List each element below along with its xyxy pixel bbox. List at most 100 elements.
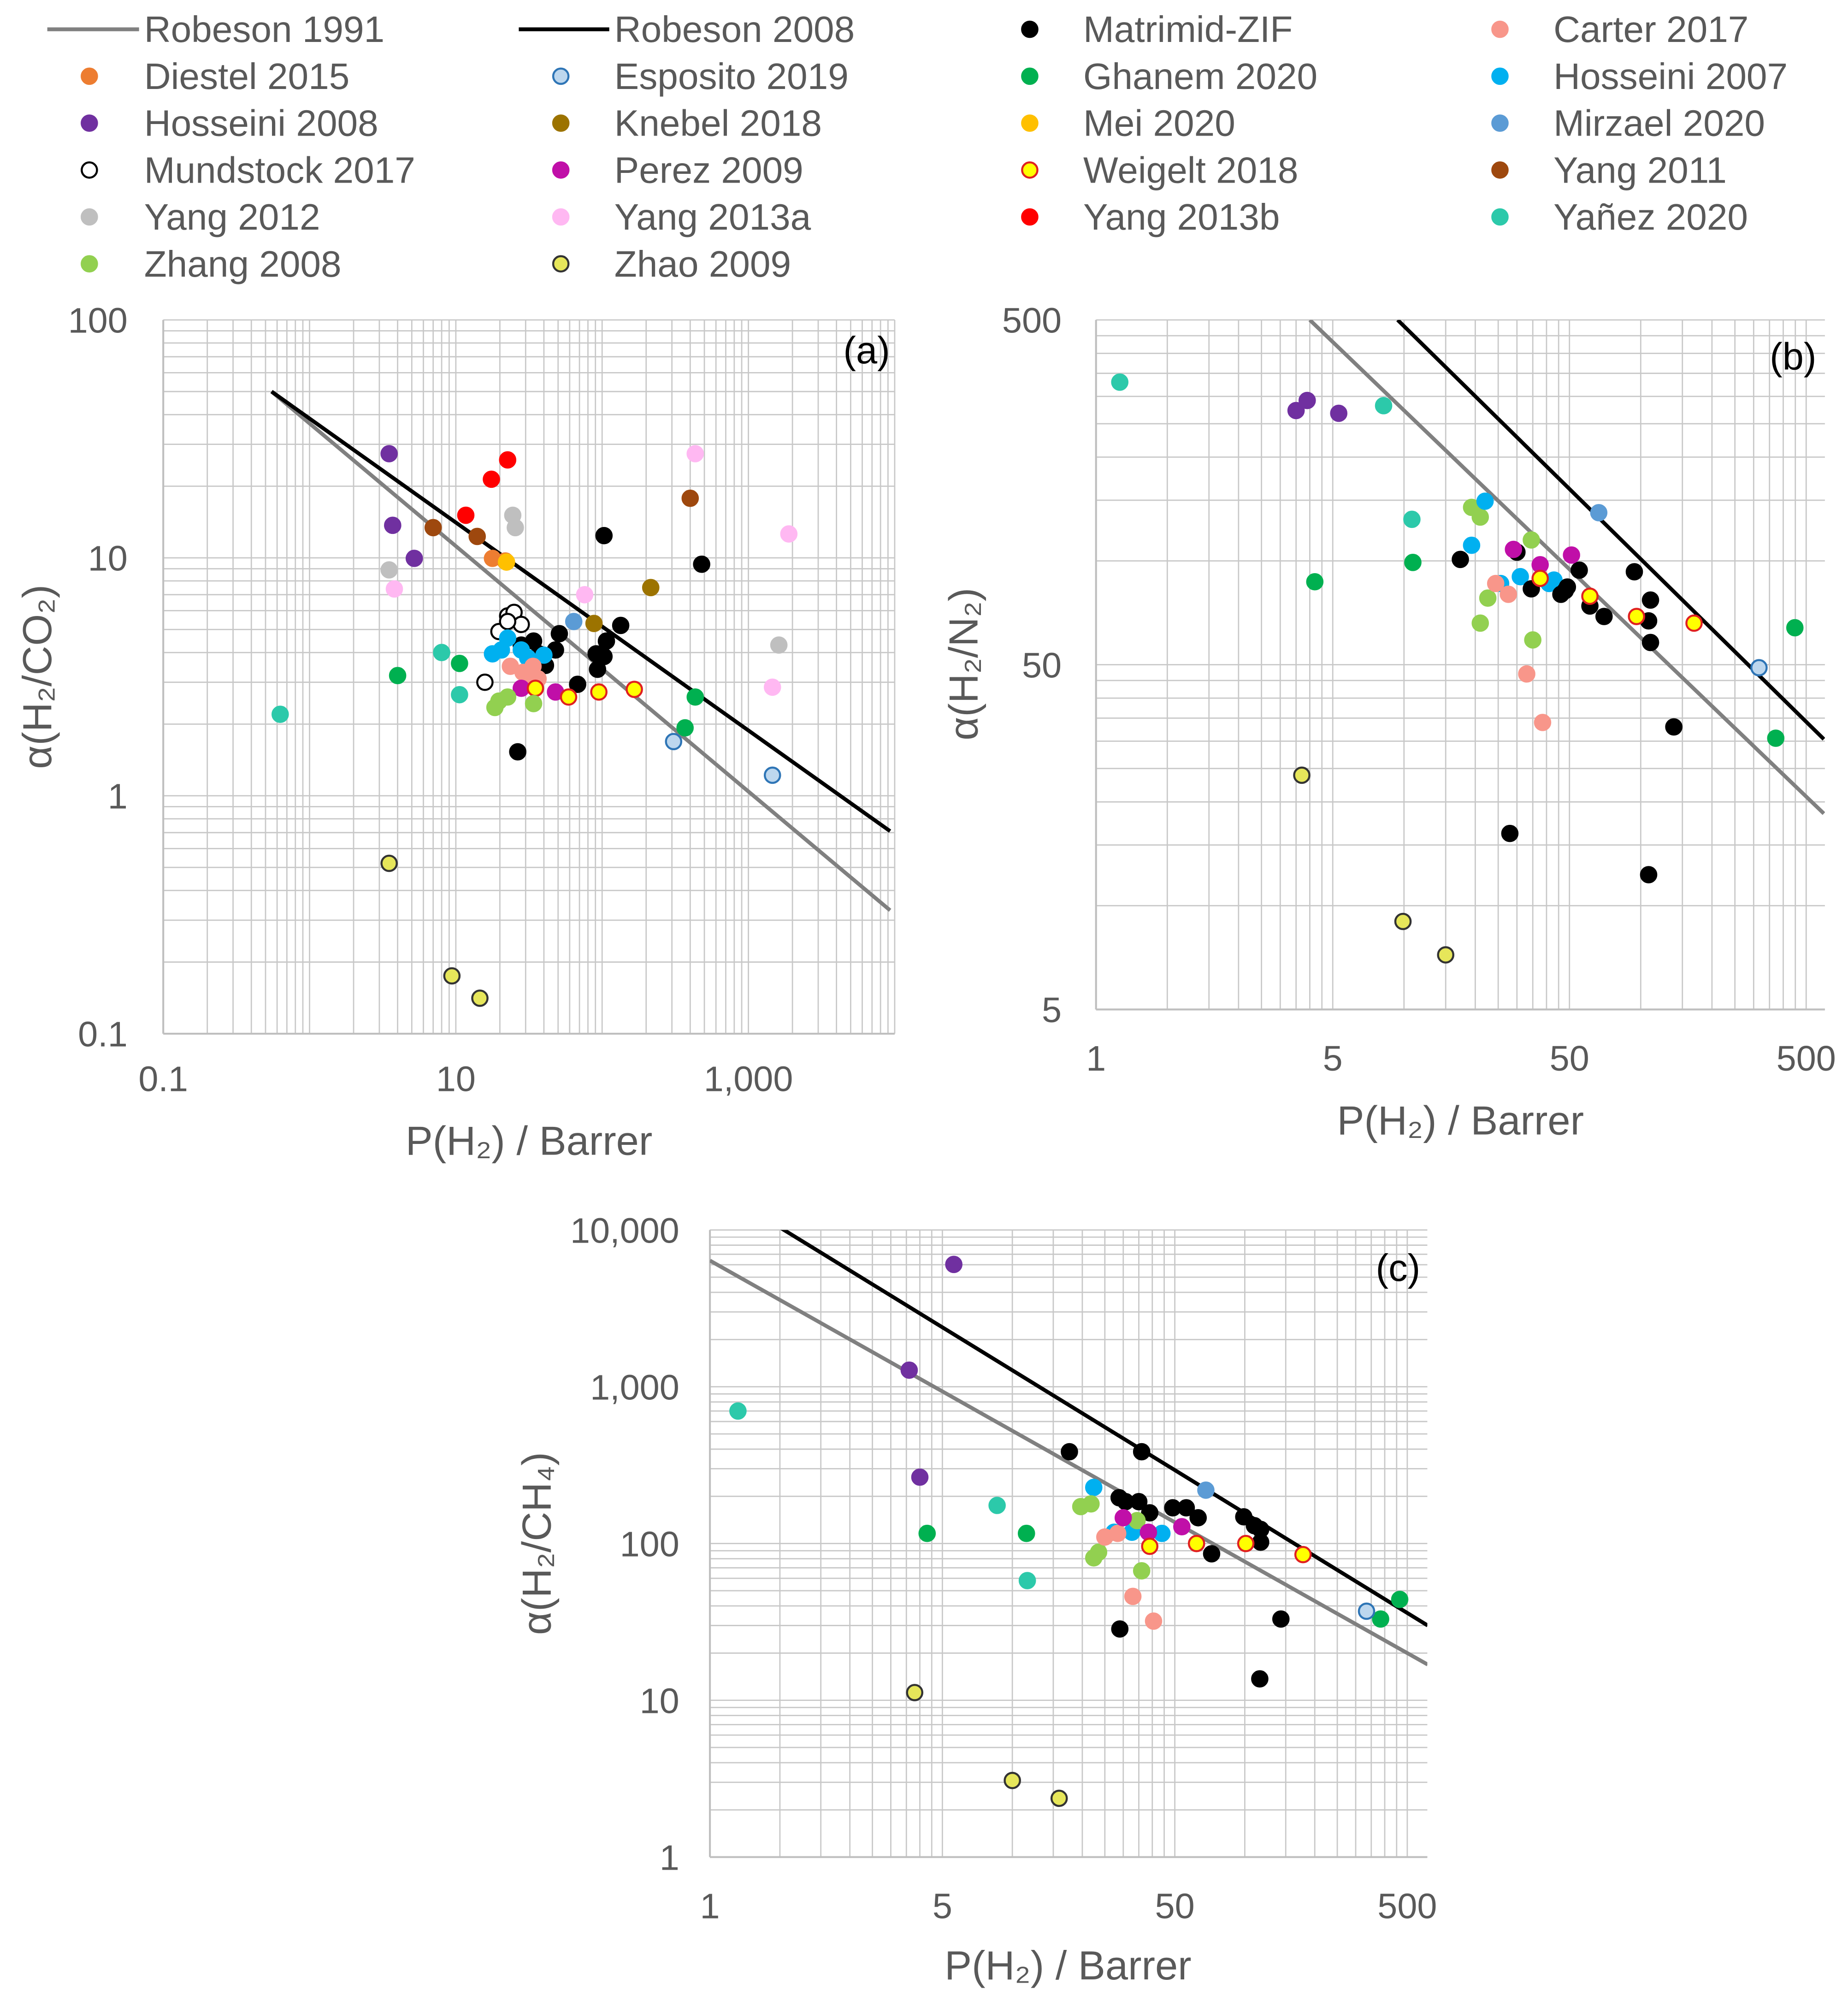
- line-robeson-2008: [780, 1230, 1428, 1627]
- series-ghanem-2020: [389, 655, 704, 737]
- series-zhao-2009: [380, 854, 489, 1007]
- data-point: [1111, 373, 1129, 391]
- data-point: [770, 636, 788, 654]
- legend-label: Zhao 2009: [614, 243, 791, 284]
- data-point: [451, 686, 468, 704]
- data-point: [1625, 563, 1643, 580]
- series-yang-2013b: [457, 451, 517, 524]
- series-matrimid-zif: [1061, 1443, 1290, 1688]
- data-point: [424, 519, 442, 537]
- line-robeson-2008: [270, 390, 892, 833]
- y-tick-label: 10: [640, 1681, 679, 1721]
- line-robeson-1991: [270, 390, 892, 912]
- series-hosseini-2008: [380, 445, 423, 567]
- legend-item-yanez-2020: Yañez 2020: [1491, 196, 1748, 237]
- y-tick-label: 50: [1022, 646, 1062, 685]
- data-point: [1685, 614, 1703, 632]
- y-tick-label: 1,000: [590, 1368, 679, 1407]
- data-point: [612, 616, 630, 634]
- series-mirzael-2020: [1197, 1481, 1215, 1499]
- data-point: [1114, 1509, 1132, 1527]
- legend-label: Yang 2011: [1553, 149, 1727, 190]
- series-yanez-2020: [729, 1402, 1036, 1589]
- data-point: [763, 766, 781, 784]
- x-tick-label: 1: [700, 1886, 720, 1926]
- data-point: [507, 519, 524, 537]
- legend-item-mei-2020: Mei 2020: [1021, 102, 1235, 144]
- data-point: [380, 445, 398, 462]
- legend-label: Perez 2009: [614, 149, 803, 190]
- legend-item-perez-2009: Perez 2009: [552, 149, 803, 190]
- y-tick-label: 0.1: [78, 1015, 128, 1054]
- data-point: [1251, 1670, 1269, 1688]
- legend-marker: [1491, 20, 1509, 38]
- series-hosseini-2007: [484, 629, 553, 667]
- data-point: [911, 1468, 929, 1486]
- data-point: [1437, 946, 1455, 964]
- data-points: [729, 1256, 1409, 1807]
- data-point: [1252, 1533, 1269, 1551]
- data-point: [1518, 665, 1535, 683]
- data-point: [686, 688, 704, 706]
- data-point: [451, 655, 468, 672]
- data-points: [272, 445, 798, 1007]
- data-point: [1563, 546, 1580, 564]
- data-point: [1476, 492, 1494, 510]
- legend-marker: [1021, 161, 1039, 179]
- y-tick-label: 100: [68, 301, 128, 341]
- data-point: [499, 451, 517, 469]
- legend-item-yang-2013a: Yang 2013a: [552, 196, 811, 237]
- data-point: [900, 1361, 918, 1379]
- data-point: [1124, 1587, 1142, 1605]
- x-tick-label: 5: [1323, 1039, 1343, 1078]
- series-esposito-2019: [1750, 659, 1768, 676]
- legend-label: Yang 2013b: [1083, 196, 1280, 237]
- data-point: [1523, 531, 1540, 549]
- data-point: [1505, 540, 1523, 558]
- data-point: [729, 1402, 747, 1420]
- y-tick-label: 1: [108, 777, 128, 817]
- data-point: [1109, 1524, 1127, 1542]
- line-robeson-1991: [1308, 320, 1825, 815]
- y-axis-title: α(H₂/CH₄): [514, 1452, 560, 1635]
- legend-item-diestel-2015: Diestel 2015: [81, 55, 349, 97]
- legend-label: Robeson 2008: [614, 8, 855, 50]
- chart-panel-a: 0.1 10 1,000 100 10 1 0.1 P(H₂) / Barrer α(H₂/CO…: [14, 301, 896, 1164]
- legend-item-robeson-1991: Robeson 1991: [47, 8, 384, 50]
- data-point: [380, 854, 398, 872]
- legend-marker: [1491, 114, 1509, 132]
- data-point: [389, 667, 407, 685]
- gridlines: [162, 319, 896, 1035]
- data-point: [509, 743, 526, 761]
- data-points: [1111, 373, 1804, 964]
- data-point: [686, 445, 704, 462]
- series-hosseini-2008: [1287, 391, 1348, 422]
- data-point: [1187, 1534, 1205, 1552]
- series-mundstock-2017: [476, 604, 530, 691]
- data-point: [272, 705, 289, 723]
- legend-marker: [552, 161, 570, 179]
- data-point: [1501, 824, 1519, 842]
- series-carter-2017: [1096, 1524, 1163, 1630]
- data-point: [1177, 1499, 1195, 1516]
- x-axis-title: P(H₂) / Barrer: [945, 1943, 1192, 1988]
- data-point: [1391, 1591, 1409, 1608]
- series-mei-2020: [497, 553, 515, 571]
- legend-label: Yañez 2020: [1553, 196, 1748, 237]
- data-point: [1189, 1509, 1207, 1527]
- x-tick-label: 500: [1777, 1039, 1836, 1078]
- legend-marker: [1021, 208, 1039, 226]
- data-point: [457, 506, 475, 524]
- x-tick-label: 1,000: [704, 1059, 793, 1099]
- series-zhao-2009: [1293, 766, 1455, 964]
- data-point: [1750, 659, 1768, 676]
- data-point: [693, 555, 710, 573]
- series-weigelt-2018: [1531, 569, 1703, 632]
- legend-label: Esposito 2019: [614, 55, 849, 97]
- data-point: [1141, 1537, 1158, 1555]
- data-point: [780, 525, 798, 543]
- data-point: [385, 580, 403, 598]
- data-point: [763, 678, 781, 696]
- legend-marker: [1491, 208, 1509, 226]
